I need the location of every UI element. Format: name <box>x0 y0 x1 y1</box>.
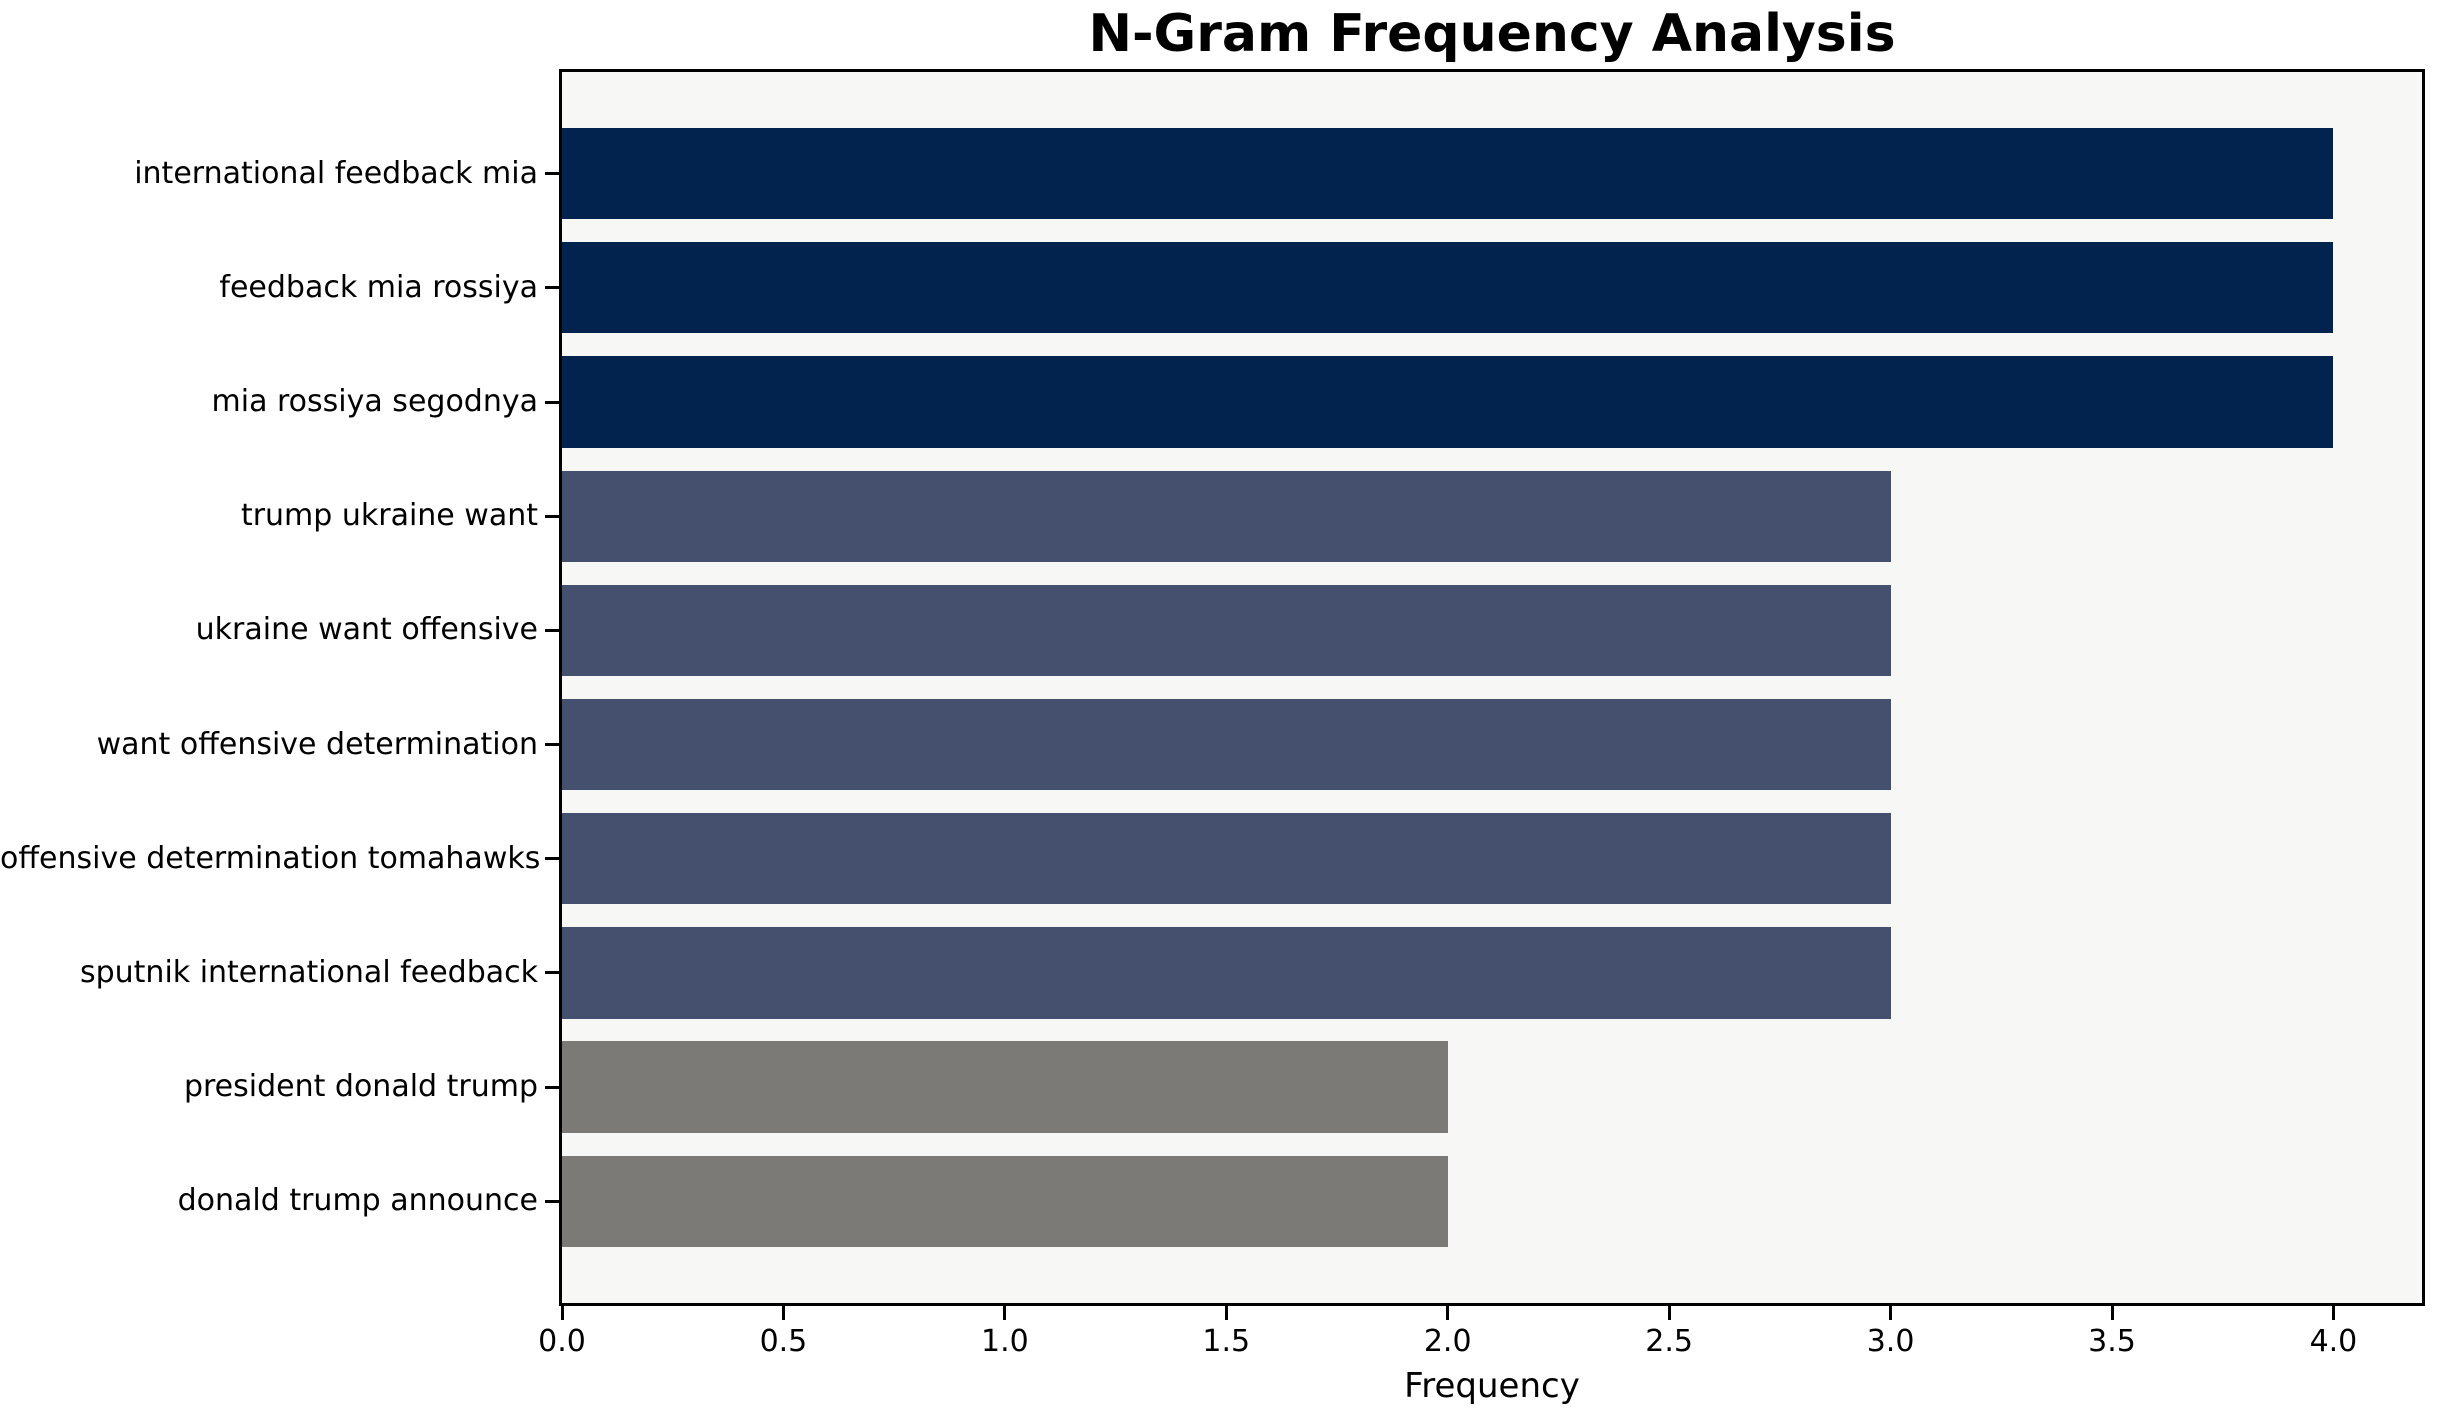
y-tick-mark <box>545 628 559 632</box>
y-tick-label: mia rossiya segodnya <box>211 383 538 419</box>
y-tick-label: ukraine want offensive <box>195 612 538 648</box>
y-tick-mark <box>545 743 559 747</box>
x-tick-mark <box>2110 1306 2114 1320</box>
y-tick-mark <box>545 286 559 290</box>
bar <box>562 127 2334 220</box>
x-tick-label: 3.5 <box>2088 1324 2136 1359</box>
x-tick-mark <box>560 1306 564 1320</box>
bar <box>562 584 1891 677</box>
y-tick-label: want offensive determination <box>96 726 538 762</box>
x-tick-label: 0.5 <box>759 1324 808 1359</box>
x-tick-label: 1.5 <box>1202 1324 1251 1359</box>
bar <box>562 1041 1448 1133</box>
x-tick-mark <box>1003 1306 1007 1320</box>
y-tick-mark <box>545 971 559 975</box>
x-tick-mark <box>1446 1306 1450 1320</box>
bar <box>562 242 2334 334</box>
y-tick-label: sputnik international feedback <box>79 954 538 990</box>
y-tick-label: offensive determination tomahawks <box>0 840 541 876</box>
y-tick-mark <box>545 400 559 404</box>
chart-title: N-Gram Frequency Analysis <box>1088 4 1896 64</box>
bar <box>562 470 1891 562</box>
y-tick-mark <box>545 514 559 518</box>
y-tick-label: international feedback mia <box>134 155 538 191</box>
x-tick-label: 2.0 <box>1423 1324 1472 1359</box>
x-tick-label: 0.0 <box>538 1324 586 1359</box>
x-tick-mark <box>1667 1306 1671 1320</box>
bar <box>562 356 2334 448</box>
bar <box>562 813 1891 905</box>
x-tick-mark <box>2331 1306 2335 1320</box>
x-tick-label: 2.5 <box>1645 1324 1693 1359</box>
y-tick-label: trump ukraine want <box>240 498 538 534</box>
y-tick-mark <box>545 1199 559 1203</box>
y-tick-mark <box>545 172 559 176</box>
x-tick-label: 4.0 <box>2309 1324 2358 1359</box>
y-tick-mark <box>545 1085 559 1089</box>
x-tick-label: 3.0 <box>1866 1324 1915 1359</box>
y-tick-label: donald trump announce <box>177 1183 538 1219</box>
plot-area <box>559 69 2425 1306</box>
y-tick-label: president donald trump <box>183 1068 538 1104</box>
x-axis-label: Frequency <box>1404 1366 1580 1406</box>
x-tick-mark <box>1889 1306 1893 1320</box>
x-tick-mark <box>1224 1306 1228 1320</box>
bar <box>562 1155 1448 1248</box>
bar <box>562 698 1891 791</box>
x-tick-label: 1.0 <box>980 1324 1029 1359</box>
bar <box>562 927 1891 1019</box>
y-tick-label: feedback mia rossiya <box>219 269 538 305</box>
x-tick-mark <box>781 1306 785 1320</box>
y-tick-mark <box>545 857 559 861</box>
